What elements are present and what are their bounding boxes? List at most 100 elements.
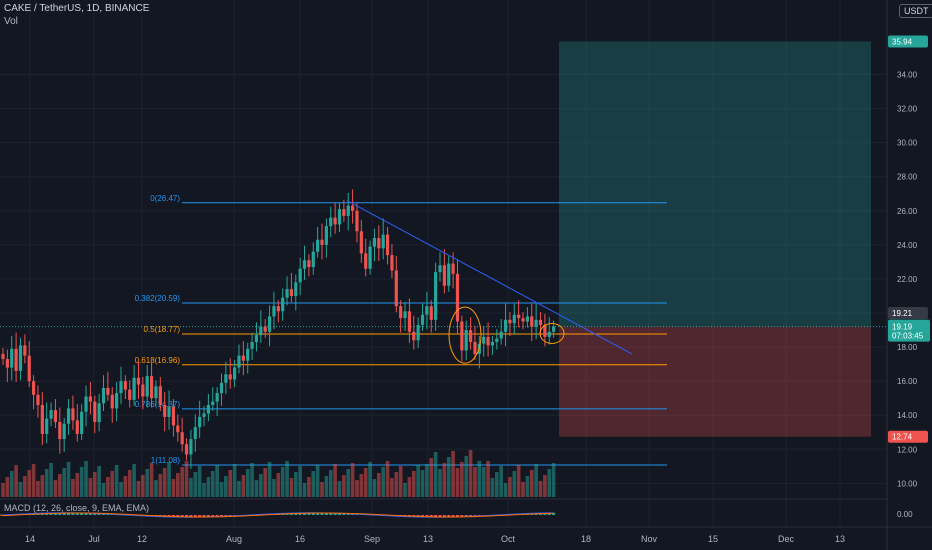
macd-histogram-bar (547, 512, 551, 515)
chart-title[interactable]: CAKE / TetherUS, 1D, BINANCE (4, 3, 150, 14)
signal-line (0, 512, 554, 518)
volume-bar (372, 479, 377, 497)
x-tick-label: 13 (835, 534, 845, 544)
macd-histogram-bar (455, 515, 459, 517)
volume-bar (328, 470, 333, 497)
volume-bar (9, 471, 14, 497)
volume-bar (551, 463, 556, 497)
candle-body (167, 406, 171, 417)
volume-bar (197, 466, 202, 497)
macd-histogram-bar (307, 512, 311, 515)
volume-bar (512, 471, 517, 497)
volume-bar (250, 463, 254, 497)
volume-bar (398, 466, 403, 497)
candle-body (289, 289, 294, 296)
volume-bar (224, 476, 228, 497)
volume-bar (276, 473, 281, 497)
volume-bar (508, 477, 512, 497)
volume-bar (486, 461, 490, 497)
candle-body (193, 427, 197, 440)
volume-bar (84, 461, 88, 497)
macd-histogram-bar (421, 515, 425, 518)
fib-label: 0.382(20.59) (135, 294, 181, 303)
volume-bar (184, 461, 189, 497)
x-tick-label: 12 (137, 534, 147, 544)
volume-bar (377, 473, 381, 497)
volume-bar (411, 471, 416, 497)
candle-body (416, 324, 420, 341)
volume-bar (538, 481, 543, 497)
volume-bar (442, 463, 447, 497)
candle-body (276, 306, 280, 312)
candle-body (149, 376, 154, 399)
candle-body (473, 341, 477, 354)
candle-body (246, 348, 250, 361)
candle-body (219, 382, 224, 394)
candle-body (272, 306, 276, 317)
volume-bar (451, 451, 455, 497)
volume-bar (503, 483, 508, 497)
volume-bar (245, 469, 250, 497)
candle-body (84, 396, 88, 412)
macd-histogram-bar (460, 515, 464, 517)
macd-histogram-bar (552, 512, 556, 515)
candle-body (88, 396, 92, 402)
candle-body (499, 331, 503, 339)
volume-bar (101, 483, 106, 497)
candle-body (267, 316, 272, 332)
candle-body (460, 321, 464, 351)
candle-body (259, 326, 263, 336)
x-tick-label: Sep (364, 534, 380, 544)
volume-bar (425, 464, 429, 497)
volume-bar (5, 477, 10, 497)
macd-histogram-bar (429, 515, 433, 518)
macd-histogram-bar (180, 515, 184, 518)
volume-bar (123, 476, 128, 497)
macd-pane (0, 512, 556, 518)
volume-bar (97, 466, 101, 497)
macd-histogram-bar (464, 515, 468, 517)
volume-bar (66, 462, 71, 497)
macd-histogram-bar (298, 512, 302, 515)
fib-label: 0.5(18.77) (144, 325, 181, 334)
macd-histogram-bar (189, 515, 193, 518)
macd-histogram-bar (434, 515, 438, 518)
volume-bar (92, 472, 97, 497)
volume-bar (490, 478, 495, 497)
currency-badge[interactable]: USDT (899, 4, 932, 18)
volume-bar (254, 480, 259, 497)
y-tick-label: 10.00 (897, 479, 918, 488)
macd-histogram-bar (311, 512, 315, 515)
volume-bar (350, 463, 355, 497)
candle-body (372, 238, 377, 247)
macd-label[interactable]: MACD (12, 26, close, 9, EMA, EMA) (4, 503, 150, 513)
candle-body (71, 408, 75, 421)
volume-bar (534, 464, 538, 497)
current-price-badge (888, 319, 930, 342)
volume-bar (18, 482, 23, 497)
macd-histogram-bar (53, 512, 57, 515)
volume-bar (267, 462, 272, 497)
macd-histogram-bar (329, 513, 333, 515)
candle-body (455, 273, 460, 322)
candle-body (206, 405, 210, 414)
y-tick-label: 14.00 (897, 411, 918, 420)
candle-body (464, 330, 468, 351)
candle-body (97, 403, 101, 423)
candle-body (263, 326, 267, 332)
x-tick-label: 18 (581, 534, 591, 544)
volume-bar (58, 474, 62, 497)
volume-bar (219, 482, 224, 497)
y-tick-label: 32.00 (897, 105, 918, 114)
candle-body (211, 401, 215, 406)
volume-bar (355, 480, 359, 497)
macd-histogram-bar (202, 515, 206, 518)
volume-bar (210, 471, 215, 497)
candle-body (184, 444, 189, 455)
drawings (346, 200, 633, 364)
volume-bar (272, 479, 276, 497)
volume-bar (416, 465, 420, 497)
candle-body (163, 405, 167, 417)
